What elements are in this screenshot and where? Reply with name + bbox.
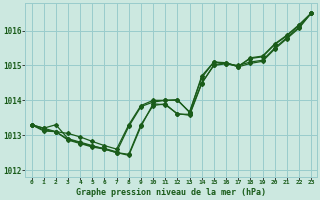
X-axis label: Graphe pression niveau de la mer (hPa): Graphe pression niveau de la mer (hPa) bbox=[76, 188, 266, 197]
